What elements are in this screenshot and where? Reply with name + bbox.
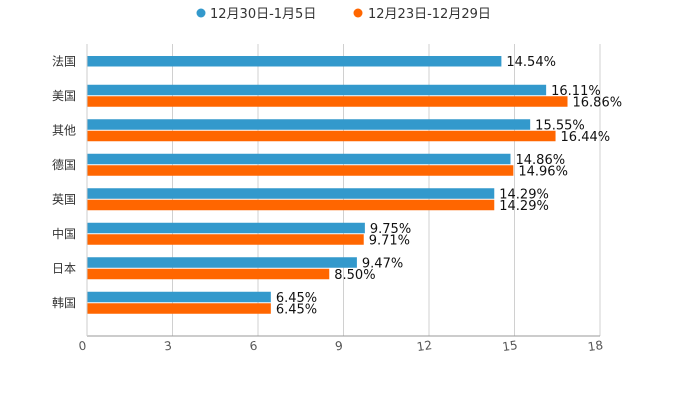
data-label: 8.50% [334,268,375,283]
data-label: 16.11% [551,84,601,99]
legend-label: 12月30日-1月5日 [210,7,316,22]
data-label: 16.44% [561,130,611,145]
legend-marker [196,8,206,18]
bar [87,56,502,67]
x-tick-label: 15 [501,338,518,354]
data-label: 16.86% [573,95,623,110]
bar [87,303,271,314]
legend: 12月30日-1月5日 12月23日-12月29日 [196,7,491,22]
bar [87,84,547,96]
data-label: 14.29% [499,199,549,214]
category-label: 德国 [52,157,76,172]
bar [87,119,531,130]
bar [87,199,495,211]
x-tick-label: 9 [334,339,344,354]
bar [87,130,556,142]
bar [87,291,271,303]
bar [87,257,357,268]
category-label: 日本 [52,261,76,275]
x-tick-label: 0 [78,339,88,354]
bar [87,165,514,176]
x-tick-label: 6 [249,339,259,354]
x-tick-label: 3 [163,339,173,354]
bar [87,153,511,165]
bar [87,234,364,245]
x-tick-label: 18 [587,338,604,354]
data-label: 14.29% [499,187,549,202]
category-label: 中国 [52,226,76,241]
bar [87,188,495,199]
data-label: 9.75% [370,222,411,237]
category-label: 美国 [52,89,76,103]
data-label: 6.45% [276,302,317,317]
data-label: 6.45% [276,291,317,306]
category-label: 法国 [52,54,76,68]
category-label: 韩国 [52,295,76,310]
data-label: 14.54% [506,55,556,70]
category-label: 英国 [52,192,76,206]
x-axis: 0 3 6 9 12 15 18 [78,44,604,354]
data-label: 9.47% [362,256,403,271]
category-label: 其他 [52,123,76,137]
legend-label: 12月23日-12月29日 [368,7,491,22]
bars: 法国 14.54% 美国 16.11%16.86% 其他 15.55%16.44% 德国 14… [52,54,622,317]
bar [87,96,568,107]
legend-marker [353,8,363,18]
bar [87,222,365,234]
x-tick-label: 12 [416,338,433,354]
data-label: 9.71% [369,233,410,248]
data-label: 15.55% [535,118,585,133]
bar [87,268,330,280]
data-label: 14.96% [518,164,568,179]
data-label: 14.86% [516,153,566,168]
